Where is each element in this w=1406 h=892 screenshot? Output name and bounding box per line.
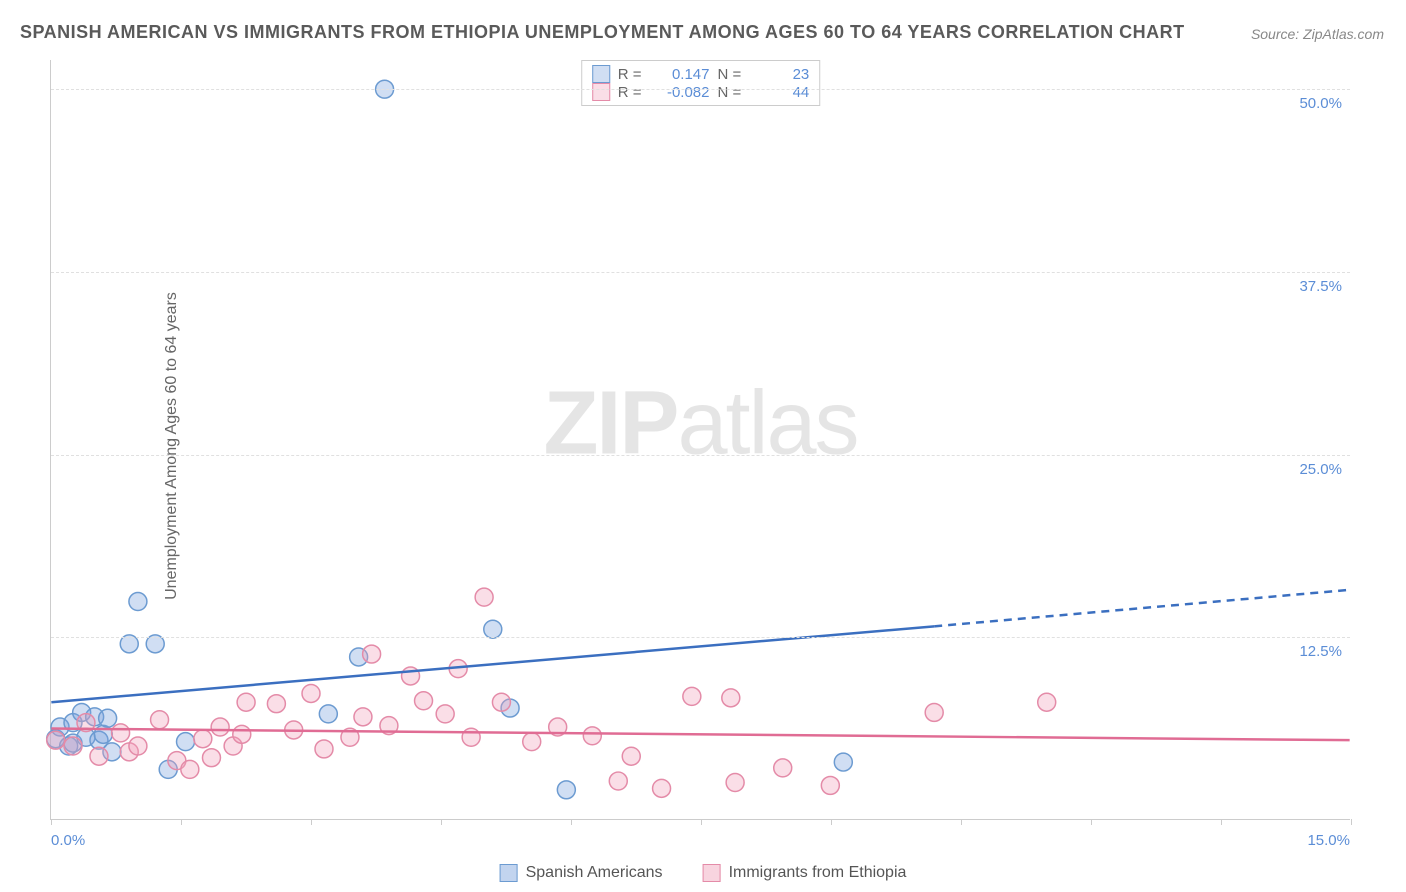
- legend-swatch-b: [703, 864, 721, 882]
- data-point: [436, 705, 454, 723]
- chart-title: SPANISH AMERICAN VS IMMIGRANTS FROM ETHI…: [20, 22, 1185, 43]
- legend-bottom: Spanish Americans Immigrants from Ethiop…: [500, 864, 907, 882]
- legend-label-a: Spanish Americans: [526, 864, 663, 882]
- x-tick: [1091, 819, 1092, 825]
- x-tick: [1221, 819, 1222, 825]
- data-point: [237, 693, 255, 711]
- x-tick: [1351, 819, 1352, 825]
- data-point: [181, 760, 199, 778]
- gridline: [51, 272, 1350, 273]
- data-point: [484, 620, 502, 638]
- legend-item-a: Spanish Americans: [500, 864, 663, 882]
- x-tick: [961, 819, 962, 825]
- gridline: [51, 637, 1350, 638]
- data-point: [177, 733, 195, 751]
- data-point: [722, 689, 740, 707]
- legend-label-b: Immigrants from Ethiopia: [729, 864, 907, 882]
- data-point: [821, 776, 839, 794]
- gridline: [51, 455, 1350, 456]
- data-point: [523, 733, 541, 751]
- data-point: [267, 695, 285, 713]
- data-point: [622, 747, 640, 765]
- data-point: [609, 772, 627, 790]
- x-tick-label: 0.0%: [51, 832, 85, 849]
- x-tick: [701, 819, 702, 825]
- data-point: [99, 709, 117, 727]
- trend-line-extrapolated: [934, 590, 1349, 626]
- data-point: [47, 731, 65, 749]
- data-point: [112, 724, 130, 742]
- data-point: [726, 774, 744, 792]
- data-point: [194, 730, 212, 748]
- data-point: [925, 703, 943, 721]
- data-point: [233, 725, 251, 743]
- data-point: [202, 749, 220, 767]
- data-point: [211, 718, 229, 736]
- plot-svg: [51, 60, 1350, 819]
- x-tick: [571, 819, 572, 825]
- data-point: [683, 687, 701, 705]
- data-point: [462, 728, 480, 746]
- data-point: [151, 711, 169, 729]
- x-tick-label: 15.0%: [1307, 832, 1350, 849]
- x-tick: [51, 819, 52, 825]
- data-point: [354, 708, 372, 726]
- data-point: [319, 705, 337, 723]
- data-point: [834, 753, 852, 771]
- y-tick-label: 12.5%: [1299, 643, 1342, 660]
- data-point: [302, 684, 320, 702]
- data-point: [774, 759, 792, 777]
- plot-area: ZIPatlas R = 0.147 N = 23 R = -0.082 N =…: [50, 60, 1350, 820]
- y-tick-label: 25.0%: [1299, 461, 1342, 478]
- data-point: [64, 737, 82, 755]
- data-point: [557, 781, 575, 799]
- y-tick-label: 37.5%: [1299, 278, 1342, 295]
- data-point: [1038, 693, 1056, 711]
- data-point: [90, 747, 108, 765]
- data-point: [129, 737, 147, 755]
- data-point: [653, 779, 671, 797]
- x-tick: [441, 819, 442, 825]
- data-point: [363, 645, 381, 663]
- x-tick: [181, 819, 182, 825]
- legend-swatch-a: [500, 864, 518, 882]
- data-point: [415, 692, 433, 710]
- data-point: [315, 740, 333, 758]
- data-point: [583, 727, 601, 745]
- gridline: [51, 89, 1350, 90]
- y-tick-label: 50.0%: [1299, 95, 1342, 112]
- correlation-chart: SPANISH AMERICAN VS IMMIGRANTS FROM ETHI…: [0, 0, 1406, 892]
- x-tick: [831, 819, 832, 825]
- data-point: [129, 593, 147, 611]
- source-attribution: Source: ZipAtlas.com: [1251, 26, 1384, 42]
- x-tick: [311, 819, 312, 825]
- data-point: [475, 588, 493, 606]
- legend-item-b: Immigrants from Ethiopia: [703, 864, 907, 882]
- data-point: [492, 693, 510, 711]
